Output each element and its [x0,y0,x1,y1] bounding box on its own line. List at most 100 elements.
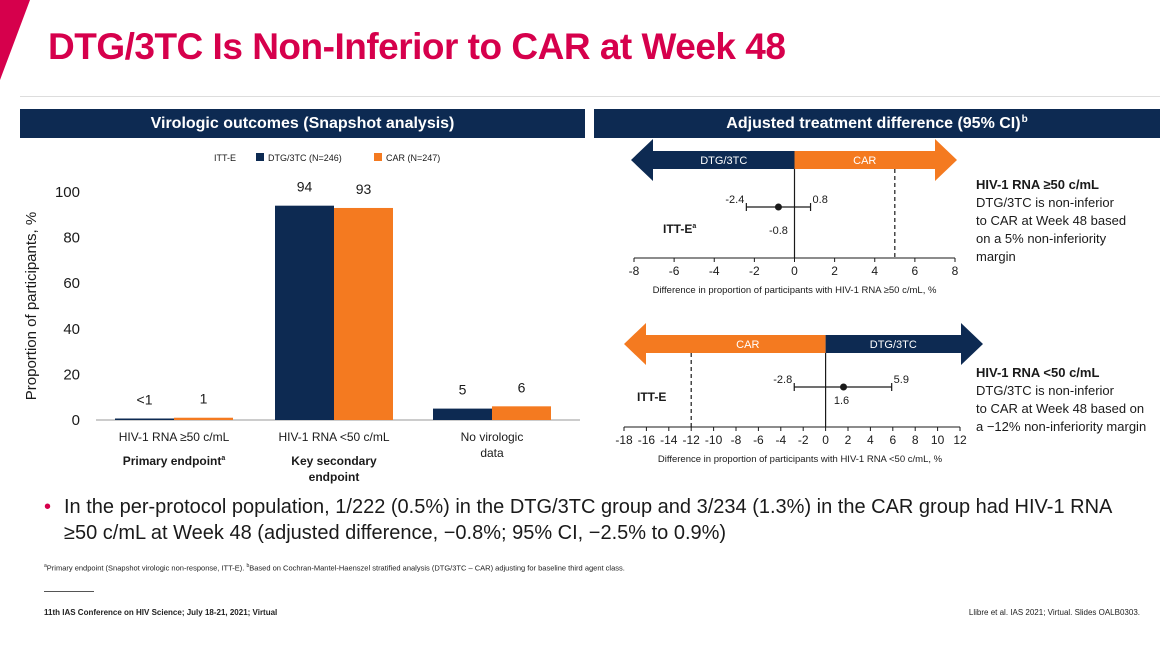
legend-label: ITT-E [214,153,236,163]
forest2-x-tick-label: 4 [867,433,874,447]
forest2-arrow-right-label: DTG/3TC [870,339,917,351]
forest2-x-tick-label: 6 [889,433,896,447]
category-label: HIV-1 RNA <50 c/mL [278,430,389,444]
forest1-side-line: on a 5% non-inferiority [976,231,1107,246]
title-separator [20,96,1160,97]
forest1-x-axis-title: Difference in proportion of participants… [653,285,937,296]
footer-rule [44,591,94,592]
forest1-ci-upper-label: 0.8 [813,194,828,206]
bar-value-label: 5 [459,382,467,398]
right-panel-header-text: Adjusted treatment difference (95% CI) [726,114,1021,132]
forest1-point-estimate [774,203,782,211]
y-tick-label: 40 [63,321,80,338]
forest1-arrow-left-label: DTG/3TC [700,155,747,167]
forest2-x-axis-title: Difference in proportion of participants… [658,454,943,465]
forest2-arrow-right [825,323,983,365]
forest1-x-tick-label: 0 [791,264,798,278]
forest2-row-label: ITT-E [637,390,666,404]
forest2-ci-lower-label: -2.8 [773,374,792,386]
bar-car [492,406,551,420]
forest1-x-tick-label: 8 [952,264,959,278]
forest2-x-tick-label: 0 [822,433,829,447]
forest1-point-label: -0.8 [769,225,788,237]
forest1-row-sup: a [692,223,696,230]
category-label: data [480,446,504,460]
reference-label: Llibre et al. IAS 2021; Virtual. Slides … [968,608,1140,617]
forest2-x-tick-label: -18 [615,433,633,447]
forest2-x-tick-label: 12 [953,433,967,447]
bullet-point: • In the per-protocol population, 1/222 … [44,494,1144,546]
legend-label: DTG/3TC (N=246) [268,153,342,163]
forest2-x-tick-label: 10 [931,433,945,447]
forest2-x-tick-label: -8 [731,433,742,447]
forest2-side-line: to CAR at Week 48 based on [976,401,1145,416]
y-tick-label: 100 [55,184,80,201]
forest2-point-estimate [840,383,848,391]
forest1-x-tick-label: -2 [749,264,760,278]
bar-value-label: 6 [518,379,526,395]
forest1-x-tick-label: 6 [912,264,919,278]
forest1-x-tick-label: 2 [831,264,838,278]
forest1-x-tick-label: -6 [669,264,680,278]
forest2-side-line: DTG/3TC is non-inferior [976,383,1114,398]
corner-accent [0,0,30,80]
legend-swatch-dtg [256,153,264,161]
forest1-row-label: ITT-Ea [663,222,696,236]
sublabel-sup: a [221,455,225,462]
forest2-side-title: HIV-1 RNA <50 c/mL [976,365,1100,380]
forest2-x-tick-label: -12 [683,433,701,447]
bar-dtg [433,408,492,420]
forest1-ci-lower-label: -2.4 [725,194,744,206]
forest1-x-tick-label: -4 [709,264,720,278]
forest1-arrow-right [794,139,957,181]
bar-value-label: 1 [200,391,208,407]
y-tick-label: 0 [72,412,80,429]
category-sublabel: Key secondary [291,454,377,468]
footnote: aPrimary endpoint (Snapshot virologic no… [44,563,625,573]
forest1-side-text: HIV-1 RNA ≥50 c/mL DTG/3TC is non-inferi… [976,176,1126,266]
forest1-x-tick-label: 4 [871,264,878,278]
forest2-arrow-left [624,323,826,365]
forest1-arrow-right-label: CAR [853,155,876,167]
bar-dtg [275,205,334,420]
y-tick-label: 20 [63,366,80,383]
forest2-x-tick-label: -2 [798,433,809,447]
bar-dtg [115,418,174,420]
category-sublabel: Primary endpointa [123,454,226,468]
left-panel-header-text: Virologic outcomes (Snapshot analysis) [150,114,455,132]
left-panel-header: Virologic outcomes (Snapshot analysis) [20,109,585,138]
bar-value-label: 94 [297,179,313,195]
forest1-side-title: HIV-1 RNA ≥50 c/mL [976,177,1099,192]
slide-title: DTG/3TC Is Non-Inferior to CAR at Week 4… [48,26,786,67]
y-tick-label: 60 [63,275,80,292]
bullet-dot: • [44,496,52,518]
right-panel-header: Adjusted treatment difference (95% CI) b [594,109,1160,138]
bar-car [334,207,393,420]
legend-swatch-car [374,153,382,161]
forest2-x-tick-label: 2 [845,433,852,447]
bar-value-label: <1 [137,392,153,408]
forest2-x-tick-label: -6 [753,433,764,447]
forest2-arrow-left-label: CAR [736,339,759,351]
forest1-side-line: margin [976,249,1016,264]
legend-label: CAR (N=247) [386,153,440,163]
forest1-x-tick-label: -8 [629,264,640,278]
forest2-x-tick-label: -10 [705,433,723,447]
forest2-side-text: HIV-1 RNA <50 c/mL DTG/3TC is non-inferi… [976,364,1146,436]
forest2-x-tick-label: -4 [775,433,786,447]
forest1-side-line: to CAR at Week 48 based [976,213,1127,228]
bar-car [174,417,233,420]
forest2-ci-upper-label: 5.9 [894,374,909,386]
right-panel-header-sup: b [1021,114,1028,125]
conference-label: 11th IAS Conference on HIV Science; July… [44,608,278,617]
y-axis-title: Proportion of participants, % [23,212,40,400]
forest2-x-tick-label: -14 [660,433,678,447]
category-label: No virologic [461,430,524,444]
forest2-point-label: 1.6 [834,395,849,407]
forest1-side-line: DTG/3TC is non-inferior [976,195,1114,210]
bar-value-label: 93 [356,181,372,197]
category-sublabel: endpoint [309,470,360,484]
y-tick-label: 80 [63,230,80,247]
category-label: HIV-1 RNA ≥50 c/mL [119,430,230,444]
bullet-text: In the per-protocol population, 1/222 (0… [64,496,1112,544]
